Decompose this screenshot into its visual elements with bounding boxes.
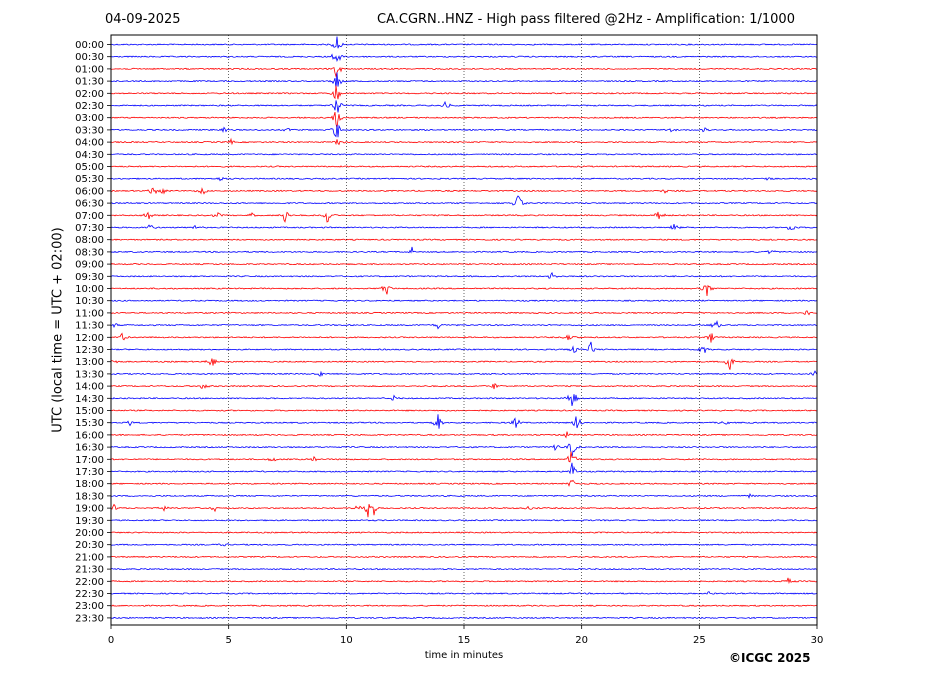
y-tick-label: 02:00 xyxy=(75,89,104,100)
y-tick-label: 01:00 xyxy=(75,64,104,75)
y-tick-label: 13:00 xyxy=(75,357,104,368)
trace-row-2000 xyxy=(110,531,818,534)
y-tick-label: 02:30 xyxy=(75,101,104,112)
y-tick-label: 17:30 xyxy=(75,467,104,478)
y-tick-label: 03:00 xyxy=(75,113,104,124)
trace-row-0230 xyxy=(110,100,818,113)
x-tick-label: 15 xyxy=(458,635,471,646)
trace-row-1700 xyxy=(110,451,818,463)
copyright-label: ©ICGC 2025 xyxy=(729,651,811,665)
trace-row-0330 xyxy=(110,124,818,138)
trace-row-0530 xyxy=(110,176,818,182)
x-tick-label: 20 xyxy=(575,635,588,646)
trace-row-1230 xyxy=(110,341,818,353)
trace-row-1300 xyxy=(110,358,818,370)
trace-row-0430 xyxy=(110,153,818,156)
y-tick-label: 04:00 xyxy=(75,138,104,149)
y-tick-label: 17:00 xyxy=(75,455,104,466)
trace-row-2030 xyxy=(110,543,818,547)
y-tick-label: 09:30 xyxy=(75,272,104,283)
y-tick-label: 18:00 xyxy=(75,479,104,490)
y-tick-label: 00:00 xyxy=(75,40,104,51)
trace-row-1130 xyxy=(110,319,818,330)
y-tick-label: 14:00 xyxy=(75,382,104,393)
grid-group xyxy=(228,35,700,625)
trace-row-1200 xyxy=(110,332,818,343)
trace-row-0600 xyxy=(110,187,818,195)
y-tick-label: 11:30 xyxy=(75,321,104,332)
y-tick-label: 07:30 xyxy=(75,223,104,234)
y-tick-label: 22:00 xyxy=(75,577,104,588)
y-tick-label: 05:00 xyxy=(75,162,104,173)
y-tick-label: 12:30 xyxy=(75,345,104,356)
y-tick-label: 07:00 xyxy=(75,211,104,222)
y-tick-label: 11:00 xyxy=(75,308,104,319)
x-tick-group: 0 5 10 15 20 25 30 xyxy=(108,625,824,646)
trace-row-0200 xyxy=(110,85,818,100)
trace-row-1900 xyxy=(110,503,818,518)
y-tick-label: 18:30 xyxy=(75,491,104,502)
x-tick-label: 25 xyxy=(693,635,706,646)
x-tick-label: 10 xyxy=(340,635,353,646)
x-tick-label: 30 xyxy=(811,635,824,646)
y-tick-label: 06:30 xyxy=(75,199,104,210)
x-tick-label: 5 xyxy=(225,635,231,646)
y-tick-label: 16:30 xyxy=(75,443,104,454)
y-tick-label: 23:00 xyxy=(75,601,104,612)
trace-row-2100 xyxy=(110,555,818,559)
y-tick-label: 19:00 xyxy=(75,504,104,515)
y-tick-label: 01:30 xyxy=(75,77,104,88)
y-tick-label: 08:00 xyxy=(75,235,104,246)
y-tick-label: 13:30 xyxy=(75,369,104,380)
trace-row-0300 xyxy=(110,111,818,129)
y-tick-label: 22:30 xyxy=(75,589,104,600)
trace-row-0700 xyxy=(110,211,818,223)
y-tick-label: 05:30 xyxy=(75,174,104,185)
y-tick-label: 20:00 xyxy=(75,528,104,539)
y-tick-label: 10:00 xyxy=(75,284,104,295)
chart-title: CA.CGRN..HNZ - High pass filtered @2Hz -… xyxy=(377,12,795,27)
y-tick-label: 19:30 xyxy=(75,516,104,527)
y-tick-label: 03:30 xyxy=(75,125,104,136)
y-tick-label: 21:30 xyxy=(75,565,104,576)
x-tick-label: 0 xyxy=(108,635,114,646)
trace-row-1100 xyxy=(110,310,818,316)
trace-row-0400 xyxy=(110,137,818,146)
trace-row-1330 xyxy=(110,370,818,377)
y-tick-label: 04:30 xyxy=(75,150,104,161)
trace-row-1030 xyxy=(110,299,818,302)
y-tick-label: 15:00 xyxy=(75,406,104,417)
y-tick-label: 09:00 xyxy=(75,260,104,271)
y-tick-label: 00:30 xyxy=(75,52,104,63)
y-tick-label: 20:30 xyxy=(75,540,104,551)
y-tick-label: 16:00 xyxy=(75,430,104,441)
y-tick-label: 06:00 xyxy=(75,186,104,197)
date-label: 04-09-2025 xyxy=(105,12,181,27)
trace-row-1830 xyxy=(110,493,818,499)
x-axis-label: time in minutes xyxy=(424,650,504,661)
y-tick-label: 15:30 xyxy=(75,418,104,429)
trace-group xyxy=(110,36,818,620)
y-tick-label: 12:00 xyxy=(75,333,104,344)
trace-row-1000 xyxy=(110,284,818,296)
y-tick-label: 23:30 xyxy=(75,613,104,624)
y-tick-label: 21:00 xyxy=(75,552,104,563)
y-tick-label: 14:30 xyxy=(75,394,104,405)
trace-row-0830 xyxy=(110,246,818,255)
trace-row-1730 xyxy=(110,462,818,475)
trace-row-1800 xyxy=(110,479,818,487)
trace-row-1930 xyxy=(110,519,818,522)
y-tick-label: 10:30 xyxy=(75,296,104,307)
trace-row-0500 xyxy=(110,165,818,168)
y-tick-label: 08:30 xyxy=(75,247,104,258)
